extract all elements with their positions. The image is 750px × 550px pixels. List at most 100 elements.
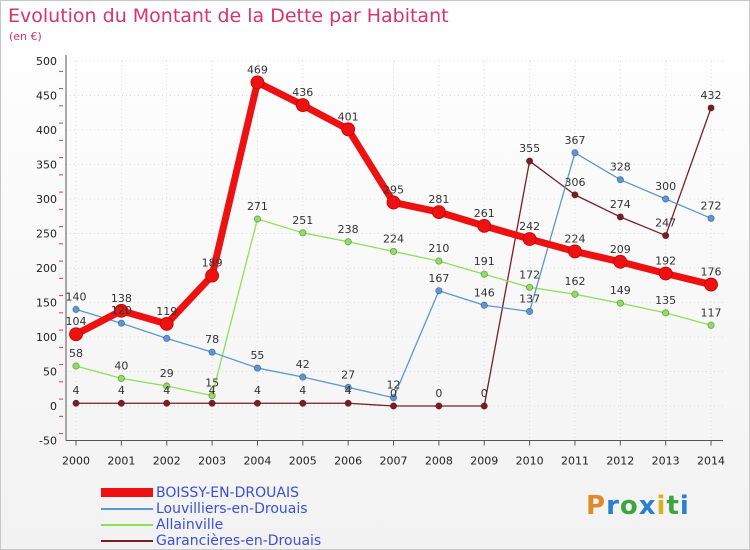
x-tick-label: 2009 bbox=[470, 455, 498, 468]
data-label: 4 bbox=[209, 384, 216, 397]
logo-letter: t bbox=[666, 491, 680, 521]
x-tick-label: 2000 bbox=[62, 455, 90, 468]
data-point bbox=[525, 307, 534, 316]
y-tick-label: 250 bbox=[36, 228, 57, 241]
data-label: 172 bbox=[519, 268, 540, 281]
data-label: 149 bbox=[610, 284, 631, 297]
data-label: 4 bbox=[163, 384, 170, 397]
y-tick-label: 450 bbox=[36, 90, 57, 103]
data-point bbox=[208, 348, 216, 356]
data-point bbox=[72, 362, 80, 370]
data-point bbox=[480, 301, 488, 309]
data-label: 4 bbox=[345, 384, 352, 397]
data-point bbox=[299, 373, 307, 381]
data-point bbox=[295, 98, 310, 113]
data-label: 261 bbox=[474, 207, 495, 220]
proxiti-logo: Proxiti bbox=[586, 491, 690, 521]
data-label: 176 bbox=[701, 266, 722, 279]
x-tick-label: 2012 bbox=[606, 455, 634, 468]
y-tick-label: 100 bbox=[36, 331, 57, 344]
data-label: 189 bbox=[202, 257, 223, 270]
data-label: 401 bbox=[338, 110, 359, 123]
data-point bbox=[299, 399, 307, 407]
data-point bbox=[117, 399, 125, 407]
data-point bbox=[389, 394, 398, 402]
y-tick-label: 350 bbox=[36, 159, 57, 172]
data-label: 12 bbox=[387, 379, 401, 392]
y-tick-label: 50 bbox=[43, 366, 57, 379]
data-point bbox=[163, 399, 171, 407]
y-tick-label: 0 bbox=[50, 400, 57, 413]
logo-letter: r bbox=[606, 491, 620, 521]
data-point bbox=[707, 214, 715, 222]
data-label: 242 bbox=[519, 220, 540, 233]
data-point bbox=[662, 231, 670, 240]
data-point bbox=[163, 334, 171, 342]
x-tick-label: 2011 bbox=[561, 455, 589, 468]
data-label: 224 bbox=[564, 232, 585, 245]
data-label: 469 bbox=[247, 63, 268, 76]
data-label: 328 bbox=[610, 161, 631, 174]
data-label: 4 bbox=[118, 384, 125, 397]
data-point bbox=[477, 219, 492, 233]
chart-title: Evolution du Montant de la Dette par Hab… bbox=[8, 5, 449, 27]
data-label: 4 bbox=[73, 384, 80, 397]
data-point bbox=[435, 287, 443, 295]
x-tick-label: 2014 bbox=[697, 455, 725, 468]
data-point bbox=[344, 383, 352, 391]
data-point bbox=[386, 195, 401, 210]
data-point bbox=[299, 229, 307, 237]
unit-label: (en €) bbox=[9, 30, 42, 43]
data-point bbox=[571, 149, 579, 157]
data-label: 0 bbox=[435, 387, 442, 400]
x-tick-label: 2003 bbox=[198, 455, 226, 468]
data-label: 355 bbox=[519, 142, 540, 155]
data-point bbox=[658, 266, 673, 281]
data-point bbox=[341, 122, 356, 137]
data-point bbox=[707, 104, 715, 112]
data-label: 27 bbox=[341, 368, 355, 381]
legend-label: Garancières-en-Drouais bbox=[156, 533, 322, 549]
data-point bbox=[114, 303, 129, 318]
x-tick-label: 2006 bbox=[334, 455, 362, 468]
data-label: 0 bbox=[481, 387, 488, 400]
x-tick-label: 2005 bbox=[289, 455, 317, 468]
logo-letter: i bbox=[656, 491, 667, 521]
data-point bbox=[616, 176, 624, 184]
data-label: 274 bbox=[610, 198, 631, 211]
data-label: 271 bbox=[247, 200, 268, 213]
legend-swatch bbox=[101, 488, 153, 497]
data-label: 40 bbox=[114, 359, 128, 372]
y-tick-label: 150 bbox=[36, 297, 57, 310]
x-tick-label: 2007 bbox=[380, 455, 408, 468]
data-point bbox=[571, 191, 579, 199]
data-point bbox=[616, 299, 624, 307]
data-point bbox=[208, 399, 216, 407]
data-point bbox=[389, 247, 398, 256]
logo-letter: P bbox=[586, 491, 607, 521]
data-label: 135 bbox=[655, 294, 676, 307]
y-tick-label: 400 bbox=[36, 124, 57, 137]
logo-letter: o bbox=[619, 491, 639, 521]
data-label: 432 bbox=[701, 89, 722, 102]
data-point bbox=[72, 399, 80, 407]
data-label: 140 bbox=[66, 290, 87, 303]
data-point bbox=[480, 270, 488, 278]
data-label: 300 bbox=[655, 180, 676, 193]
data-label: 191 bbox=[474, 255, 495, 268]
data-label: 138 bbox=[111, 292, 132, 305]
data-point bbox=[72, 305, 80, 313]
data-label: 15 bbox=[205, 377, 219, 390]
legend-swatch bbox=[101, 540, 153, 542]
data-label: 117 bbox=[701, 306, 722, 319]
data-label: 78 bbox=[205, 333, 219, 346]
data-point bbox=[571, 290, 579, 298]
data-point bbox=[480, 402, 488, 410]
data-label: 162 bbox=[564, 275, 585, 288]
data-point bbox=[69, 327, 83, 342]
data-point bbox=[522, 232, 537, 246]
data-point bbox=[253, 215, 262, 223]
y-tick-label: -50 bbox=[39, 435, 57, 448]
